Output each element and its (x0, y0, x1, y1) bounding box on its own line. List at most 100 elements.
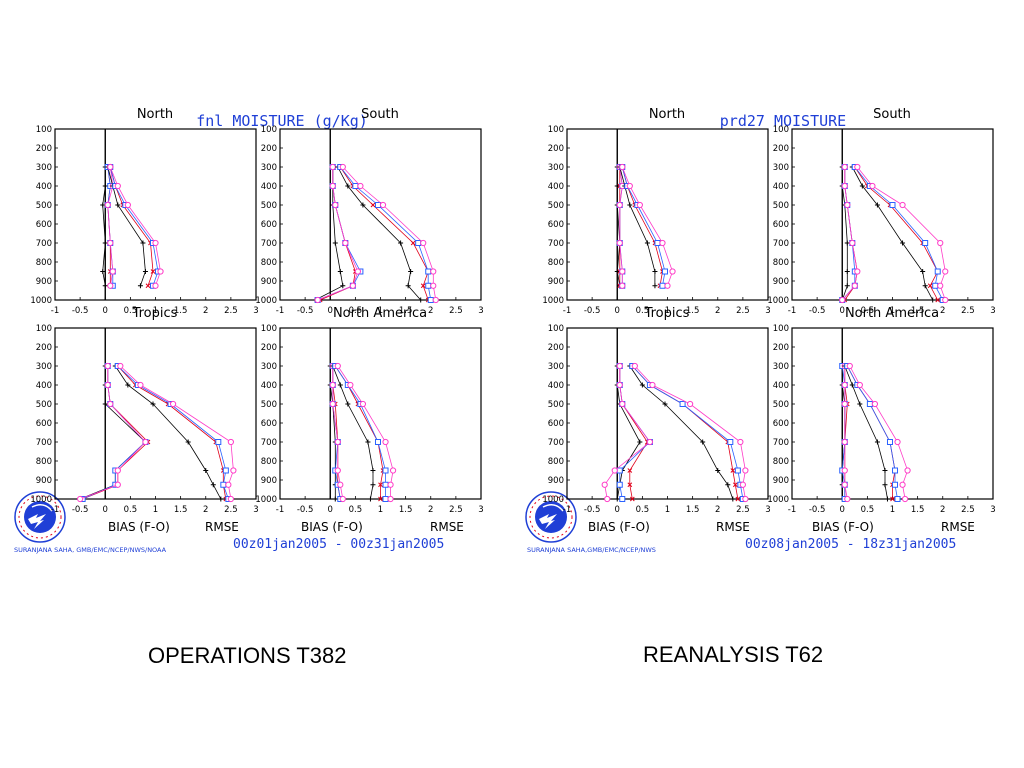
circle-marker (169, 400, 177, 408)
circle-marker (841, 163, 848, 171)
circle-marker (619, 268, 626, 275)
plus-marker (102, 283, 108, 289)
cross-marker (378, 482, 383, 488)
plus-marker (150, 401, 156, 407)
circle-marker (124, 201, 131, 209)
plus-marker (102, 401, 108, 407)
x-tick-label: -1 (788, 306, 796, 316)
panel-title: North (137, 107, 173, 122)
y-tick-label: 200 (773, 144, 789, 154)
plus-marker (360, 202, 366, 208)
circle-marker (737, 438, 744, 446)
circle-marker (664, 282, 671, 289)
y-tick-label: 300 (773, 362, 789, 372)
plus-marker (882, 482, 888, 488)
x-tick-label: 1 (153, 306, 158, 316)
plus-marker (398, 240, 404, 246)
x-tick-label: -0.5 (809, 306, 826, 316)
circle-marker (430, 268, 437, 275)
y-tick-label: 800 (773, 258, 789, 268)
y-tick-label: 400 (261, 381, 277, 391)
x-tick-label: -0.5 (297, 505, 314, 515)
y-tick-label: 700 (261, 239, 277, 249)
circle-marker (329, 381, 336, 389)
y-tick-label: 400 (36, 381, 52, 391)
rmse-footer-label: RMSE (205, 520, 239, 534)
circle-marker (669, 268, 676, 275)
plus-marker (218, 496, 224, 502)
circle-marker (851, 282, 858, 289)
y-tick-label: 800 (36, 258, 52, 268)
y-tick-label: 300 (548, 163, 564, 173)
x-tick-label: 1 (665, 306, 670, 316)
y-tick-label: 300 (36, 163, 52, 173)
y-tick-label: 600 (548, 419, 564, 429)
plus-marker (340, 283, 346, 289)
panel-title: North (649, 107, 685, 122)
square-marker (619, 496, 626, 502)
square-marker (727, 439, 734, 445)
plus-marker (337, 382, 343, 388)
y-tick-label: 400 (548, 182, 564, 192)
figure-caption: OPERATIONS T382 (148, 643, 347, 668)
circle-marker (114, 182, 121, 190)
circle-marker (359, 400, 367, 408)
square-marker (922, 240, 929, 246)
y-tick-label: 1000 (30, 296, 52, 306)
plus-marker (700, 439, 706, 445)
circle-marker (107, 400, 114, 408)
circle-marker (104, 381, 111, 389)
cross-marker (627, 468, 633, 473)
x-tick-label: 3 (990, 306, 995, 316)
plus-marker (125, 382, 131, 388)
series-line (315, 167, 344, 301)
cross-marker (420, 283, 426, 289)
circle-marker (841, 481, 848, 488)
x-tick-label: 1.5 (399, 505, 413, 515)
circle-marker (357, 182, 364, 190)
x-tick-label: -1 (51, 306, 59, 316)
plus-marker (922, 283, 928, 289)
circle-marker (687, 400, 694, 408)
y-tick-label: 700 (548, 239, 564, 249)
y-tick-label: 900 (261, 277, 277, 287)
circle-marker (329, 182, 336, 190)
plus-marker (370, 482, 376, 488)
rmse-footer-label: RMSE (430, 520, 464, 534)
circle-marker (854, 268, 861, 275)
y-tick-label: 100 (261, 125, 277, 135)
x-tick-label: 2 (715, 306, 720, 316)
credit-text: SURANJANA SAHA, GMB/EMC/NCEP/NWS/NOAA (14, 546, 167, 554)
y-tick-label: 600 (548, 220, 564, 230)
y-tick-label: 500 (773, 201, 789, 211)
figure-caption: REANALYSIS T62 (643, 642, 824, 667)
plus-marker (367, 496, 373, 502)
circle-marker (430, 282, 437, 289)
y-tick-label: 200 (261, 343, 277, 353)
y-tick-label: 900 (548, 277, 564, 287)
square-marker (374, 202, 381, 208)
plus-marker (614, 183, 620, 189)
x-tick-label: 0.5 (861, 306, 875, 316)
chart-panel-south: 100 200 300 400 500 600 700 800 900 1000-1 -0.5 0 0.… (255, 107, 483, 316)
x-tick-label: 2.5 (961, 505, 975, 515)
series-line (334, 365, 386, 499)
y-tick-label: 300 (261, 362, 277, 372)
x-tick-label: 2.5 (736, 505, 750, 515)
circle-marker (109, 268, 116, 275)
plus-marker (418, 297, 424, 303)
cross-marker (629, 496, 635, 502)
circle-marker (899, 481, 906, 488)
bias-footer-label: BIAS (F-O) (301, 520, 363, 534)
circle-marker (841, 467, 848, 474)
plus-marker (920, 269, 926, 274)
plus-marker (100, 202, 106, 208)
plus-marker (652, 269, 658, 274)
circle-marker (342, 239, 349, 247)
cross-marker (935, 297, 941, 303)
y-tick-label: 800 (36, 457, 52, 467)
nws-logo (14, 491, 66, 543)
panel-title: South (873, 107, 911, 122)
square-marker (866, 401, 873, 407)
plus-marker (408, 269, 414, 274)
